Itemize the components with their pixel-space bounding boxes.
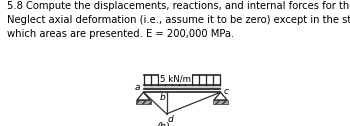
Polygon shape [213, 100, 228, 104]
Text: b: b [160, 93, 166, 102]
Polygon shape [136, 100, 151, 104]
Text: c: c [224, 87, 229, 96]
Text: 5 kN/m: 5 kN/m [160, 75, 191, 84]
Text: a: a [134, 83, 140, 92]
Text: (b): (b) [156, 122, 170, 126]
Text: 5.8 Compute the displacements, reactions, and internal forces for the systems sh: 5.8 Compute the displacements, reactions… [7, 1, 350, 39]
Text: d: d [167, 115, 173, 124]
